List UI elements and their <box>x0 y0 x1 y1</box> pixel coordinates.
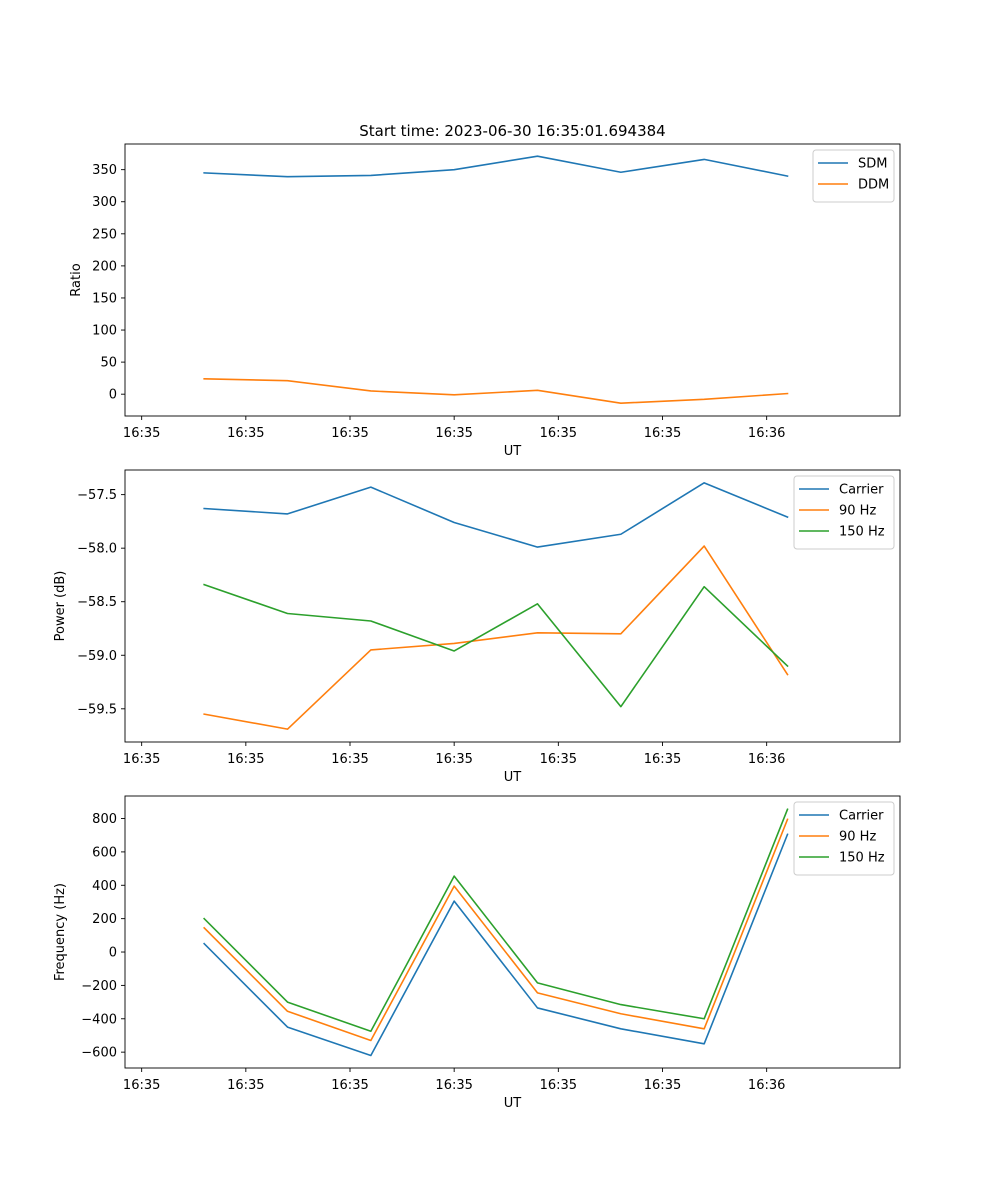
x-tick-label: 16:35 <box>435 752 472 767</box>
y-tick-label: 200 <box>92 259 117 274</box>
y-tick-label: 800 <box>92 812 117 827</box>
legend-label: 90 Hz <box>839 830 876 845</box>
x-tick-label: 16:35 <box>331 752 368 767</box>
y-tick-label: −200 <box>81 979 117 994</box>
x-tick-label: 16:35 <box>331 426 368 441</box>
x-tick-label: 16:35 <box>227 752 264 767</box>
legend: SDM DDM <box>812 149 895 203</box>
x-tick-label: 16:35 <box>435 426 472 441</box>
series-line-carrier <box>203 482 789 548</box>
y-axis-label: Ratio <box>69 263 84 296</box>
y-tick-label: −400 <box>81 1012 117 1027</box>
axes-frame <box>124 143 901 417</box>
x-tick-label: 16:36 <box>748 752 785 767</box>
panels: 16:35 16:35 16:35 16:35 16:35 16:35 16:36 0 50 10… <box>53 143 901 1111</box>
series-line-150-hz <box>203 583 789 708</box>
legend-label: 90 Hz <box>839 504 876 519</box>
legend-label: Carrier <box>839 483 884 498</box>
legend-label: 150 Hz <box>839 851 885 866</box>
y-tick-label: 150 <box>92 291 117 306</box>
series-line-90-hz <box>203 545 789 730</box>
series-line-150-hz <box>203 808 789 1033</box>
legend-label: Carrier <box>839 809 884 824</box>
y-tick-label: 600 <box>92 845 117 860</box>
x-tick-label: 16:35 <box>540 1078 577 1093</box>
x-tick-label: 16:35 <box>123 752 160 767</box>
x-axis-label: UT <box>504 770 522 785</box>
x-tick-label: 16:35 <box>644 1078 681 1093</box>
series-line-ddm <box>203 377 789 404</box>
x-tick-label: 16:35 <box>435 1078 472 1093</box>
y-tick-label: −59.0 <box>77 649 117 664</box>
x-tick-label: 16:35 <box>644 426 681 441</box>
axes-frame <box>124 795 901 1069</box>
y-tick-label: 250 <box>92 227 117 242</box>
y-tick-label: 100 <box>92 324 117 339</box>
y-axis-label: Frequency (Hz) <box>53 883 68 981</box>
series-line-90-hz <box>203 818 789 1042</box>
legend-label: DDM <box>858 178 889 193</box>
y-tick-label: 50 <box>100 356 117 371</box>
y-tick-label: 350 <box>92 163 117 178</box>
series-line-sdm <box>203 155 789 178</box>
y-tick-label: 400 <box>92 879 117 894</box>
y-tick-label: 300 <box>92 195 117 210</box>
x-tick-label: 16:35 <box>123 426 160 441</box>
x-tick-label: 16:35 <box>540 752 577 767</box>
series-line-carrier <box>203 833 789 1057</box>
legend-label: 150 Hz <box>839 525 885 540</box>
y-tick-label: 0 <box>109 388 117 403</box>
x-tick-label: 16:36 <box>748 1078 785 1093</box>
x-tick-label: 16:35 <box>540 426 577 441</box>
x-tick-label: 16:35 <box>644 752 681 767</box>
x-axis-label: UT <box>504 1096 522 1111</box>
panel-3: 16:35 16:35 16:35 16:35 16:35 16:35 16:36 −600 −… <box>53 795 901 1111</box>
x-tick-label: 16:36 <box>748 426 785 441</box>
legend-label: SDM <box>858 157 887 172</box>
axes-frame <box>124 469 901 743</box>
y-tick-label: 200 <box>92 912 117 927</box>
panel-2: 16:35 16:35 16:35 16:35 16:35 16:35 16:36 −59.5… <box>53 469 901 785</box>
y-tick-label: −58.0 <box>77 542 117 557</box>
y-tick-label: −58.5 <box>77 595 117 610</box>
x-tick-label: 16:35 <box>123 1078 160 1093</box>
y-tick-label: −59.5 <box>77 702 117 717</box>
legend: Carrier 90 Hz 150 Hz <box>793 801 895 876</box>
x-tick-label: 16:35 <box>227 426 264 441</box>
legend: Carrier 90 Hz 150 Hz <box>793 475 895 550</box>
x-axis-label: UT <box>504 444 522 459</box>
y-tick-label: −600 <box>81 1046 117 1061</box>
panel-1: 16:35 16:35 16:35 16:35 16:35 16:35 16:36 0 50 10… <box>69 143 901 459</box>
y-axis-label: Power (dB) <box>53 571 68 642</box>
y-tick-label: 0 <box>109 946 117 961</box>
x-tick-label: 16:35 <box>227 1078 264 1093</box>
x-tick-label: 16:35 <box>331 1078 368 1093</box>
y-tick-label: −57.5 <box>77 488 117 503</box>
figure-title: Start time: 2023-06-30 16:35:01.694384 <box>359 122 665 140</box>
